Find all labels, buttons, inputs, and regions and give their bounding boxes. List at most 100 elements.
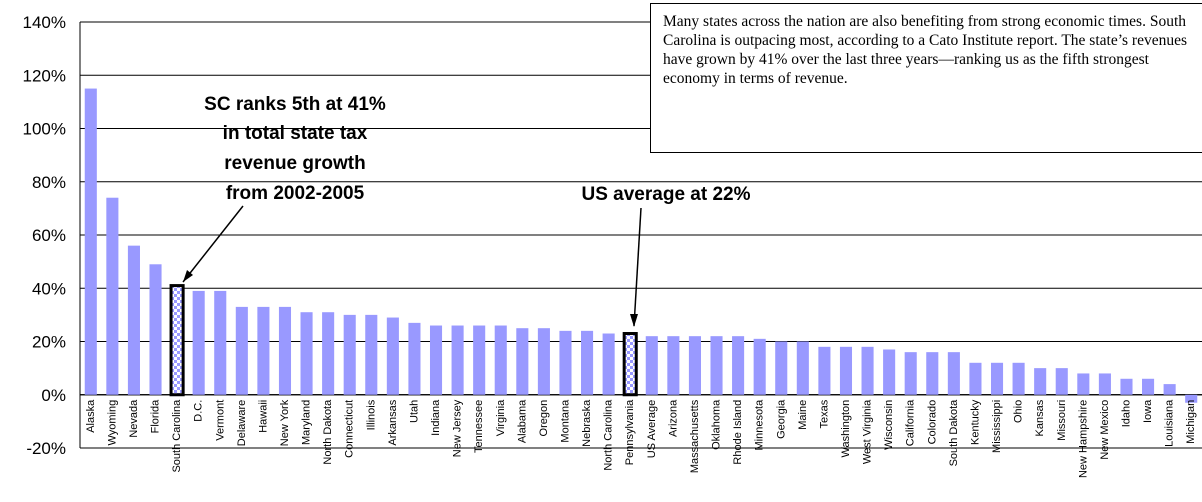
bar-wyoming [106, 197, 119, 395]
x-tick-label: Georgia [775, 399, 787, 439]
bar-missouri [1055, 368, 1068, 395]
sc-arrow-line [182, 205, 244, 283]
bar-us-average [645, 336, 658, 395]
x-tick-label: Washington [840, 400, 852, 458]
bar-north-dakota [322, 312, 335, 395]
x-tick-label: Oregon [538, 400, 550, 437]
x-tick-label: Massachusetts [689, 399, 701, 473]
x-tick-label: Utah [408, 400, 420, 423]
x-tick-label: New Mexico [1099, 400, 1111, 460]
x-tick-label: Colorado [926, 400, 938, 445]
us-note: US average at 22% [582, 184, 751, 205]
bar-nevada [127, 245, 140, 395]
bar-indiana [429, 325, 443, 395]
y-tick-label: 40% [32, 279, 66, 298]
x-tick-label: Texas [818, 399, 830, 428]
x-tick-label: Minnesota [754, 399, 766, 451]
x-tick-label: New Hampshire [1077, 400, 1089, 478]
y-tick-label: 0% [41, 386, 66, 405]
x-tick-label: Idaho [1120, 400, 1132, 428]
bar-minnesota [753, 338, 766, 395]
x-tick-label: North Dakota [322, 399, 334, 465]
bar-rhode-island [732, 336, 745, 395]
x-tick-label: Arkansas [387, 399, 399, 445]
x-tick-label: Maine [797, 400, 809, 430]
x-tick-label: Nevada [128, 399, 140, 438]
bar-connecticut [343, 314, 356, 395]
bar-pennsylvania [622, 332, 638, 397]
bar-texas [818, 346, 831, 395]
x-tick-label: Illinois [365, 399, 377, 430]
x-tick-label: Michigan [1185, 400, 1197, 444]
bar-south-carolina [169, 284, 185, 397]
bar-mississippi [990, 362, 1004, 395]
x-tick-label: Maryland [301, 400, 313, 445]
bar-new-hampshire [1077, 373, 1090, 395]
x-tick-label: Virginia [495, 399, 507, 436]
x-tick-label: Kansas [1034, 399, 1046, 436]
bar-vermont [214, 290, 227, 395]
y-axis-tick-labels: 140% 120% 100% 80% 60% 40% 20% 0% -20% [23, 13, 66, 458]
x-tick-label: South Dakota [948, 399, 960, 467]
x-tick-label: Vermont [214, 400, 226, 441]
bar-ohio [1012, 362, 1025, 395]
x-tick-label: South Carolina [171, 399, 183, 473]
bar-south-dakota [947, 352, 960, 395]
x-tick-label: Alaska [85, 399, 97, 433]
x-tick-label: Louisiana [1164, 399, 1176, 447]
x-tick-label: New Jersey [452, 399, 464, 457]
bar-illinois [365, 314, 378, 395]
y-tick-label: 120% [23, 66, 66, 85]
x-tick-label: North Carolina [603, 399, 615, 471]
callout-box: Many states across the nation are also b… [650, 3, 1202, 153]
annotations: SC ranks 5th at 41% in total state tax r… [182, 94, 751, 327]
x-tick-label: Ohio [1013, 400, 1025, 423]
bar-new-york [278, 306, 292, 395]
x-tick-label: D.C. [193, 400, 205, 422]
us-arrow-head [630, 314, 638, 327]
x-tick-label: Alabama [516, 399, 528, 443]
bar-michigan [1185, 394, 1198, 403]
x-tick-label: Indiana [430, 399, 442, 436]
bar-kansas [1034, 368, 1047, 395]
bar-tennessee [473, 325, 486, 395]
bar-nebraska [581, 330, 594, 395]
bar-new-mexico [1098, 373, 1111, 395]
x-tick-label: Arizona [667, 399, 679, 437]
bar-wisconsin [883, 349, 896, 395]
x-axis-category-labels: Alaska Wyoming Nevada Florida South Carolina… [85, 399, 1197, 478]
bar-maine [796, 341, 809, 395]
bar-washington [839, 346, 853, 395]
y-tick-label: 140% [23, 13, 66, 32]
sc-note-line-4: from 2002-2005 [226, 183, 365, 204]
x-tick-label: Kentucky [969, 399, 981, 445]
y-tick-label: 80% [32, 173, 66, 192]
x-tick-label: Hawaii [257, 400, 269, 433]
bar-oklahoma [710, 336, 723, 395]
bar-florida [149, 264, 162, 395]
bar-massachusetts [688, 336, 701, 395]
bar-louisiana [1163, 384, 1176, 395]
bar-colorado [926, 352, 939, 395]
x-tick-label: Florida [150, 399, 162, 434]
bar-maryland [300, 312, 313, 395]
x-tick-label: Iowa [1142, 399, 1154, 423]
bar-kentucky [969, 362, 982, 395]
bars [84, 88, 1198, 403]
sc-note-line-2: in total state tax [223, 123, 368, 144]
x-tick-label: Mississippi [991, 400, 1003, 453]
bar-oregon [537, 328, 550, 395]
bar-alaska [84, 88, 97, 395]
bar-california [904, 352, 917, 395]
x-tick-label: Wisconsin [883, 400, 895, 450]
x-tick-label: US Average [646, 400, 658, 459]
bar-montana [559, 330, 572, 395]
y-tick-label: -20% [26, 439, 66, 458]
sc-note-line-1: SC ranks 5th at 41% [204, 94, 386, 115]
y-tick-label: 60% [32, 226, 66, 245]
bar-idaho [1120, 378, 1133, 395]
bar-d-c- [192, 290, 205, 395]
bar-georgia [775, 341, 788, 395]
x-tick-label: California [905, 399, 917, 446]
sc-arrow-head [183, 270, 193, 282]
